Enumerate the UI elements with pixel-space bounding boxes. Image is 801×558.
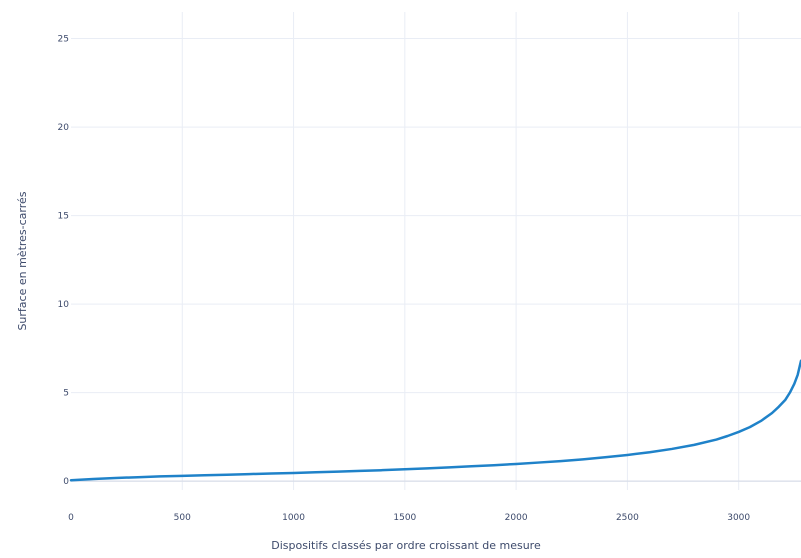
- x-tick-label: 1500: [393, 513, 416, 523]
- x-axis-ticks: 0 500 1000 1500 2000 2500 3000: [68, 513, 750, 523]
- y-tick-label: 20: [58, 123, 70, 133]
- x-tick-label: 1000: [282, 513, 305, 523]
- x-tick-label: 3000: [727, 513, 750, 523]
- y-tick-label: 10: [58, 300, 70, 310]
- series-line: [69, 359, 801, 482]
- y-tick-label: 15: [58, 212, 69, 222]
- y-tick-label: 0: [63, 477, 69, 487]
- x-axis-title: Dispositifs classés par ordre croissant …: [271, 539, 541, 552]
- series-layer: [69, 359, 801, 482]
- x-tick-label: 500: [174, 513, 191, 523]
- y-tick-label: 5: [63, 389, 69, 399]
- y-axis-title: Surface en mètres-carrés: [16, 191, 29, 330]
- x-tick-label: 2000: [505, 513, 528, 523]
- x-tick-label: 0: [68, 513, 74, 523]
- x-tick-label: 2500: [616, 513, 639, 523]
- grid-layer: [71, 12, 801, 490]
- y-tick-label: 25: [58, 35, 69, 45]
- y-axis-ticks: 0 5 10 15 20 25: [58, 35, 70, 488]
